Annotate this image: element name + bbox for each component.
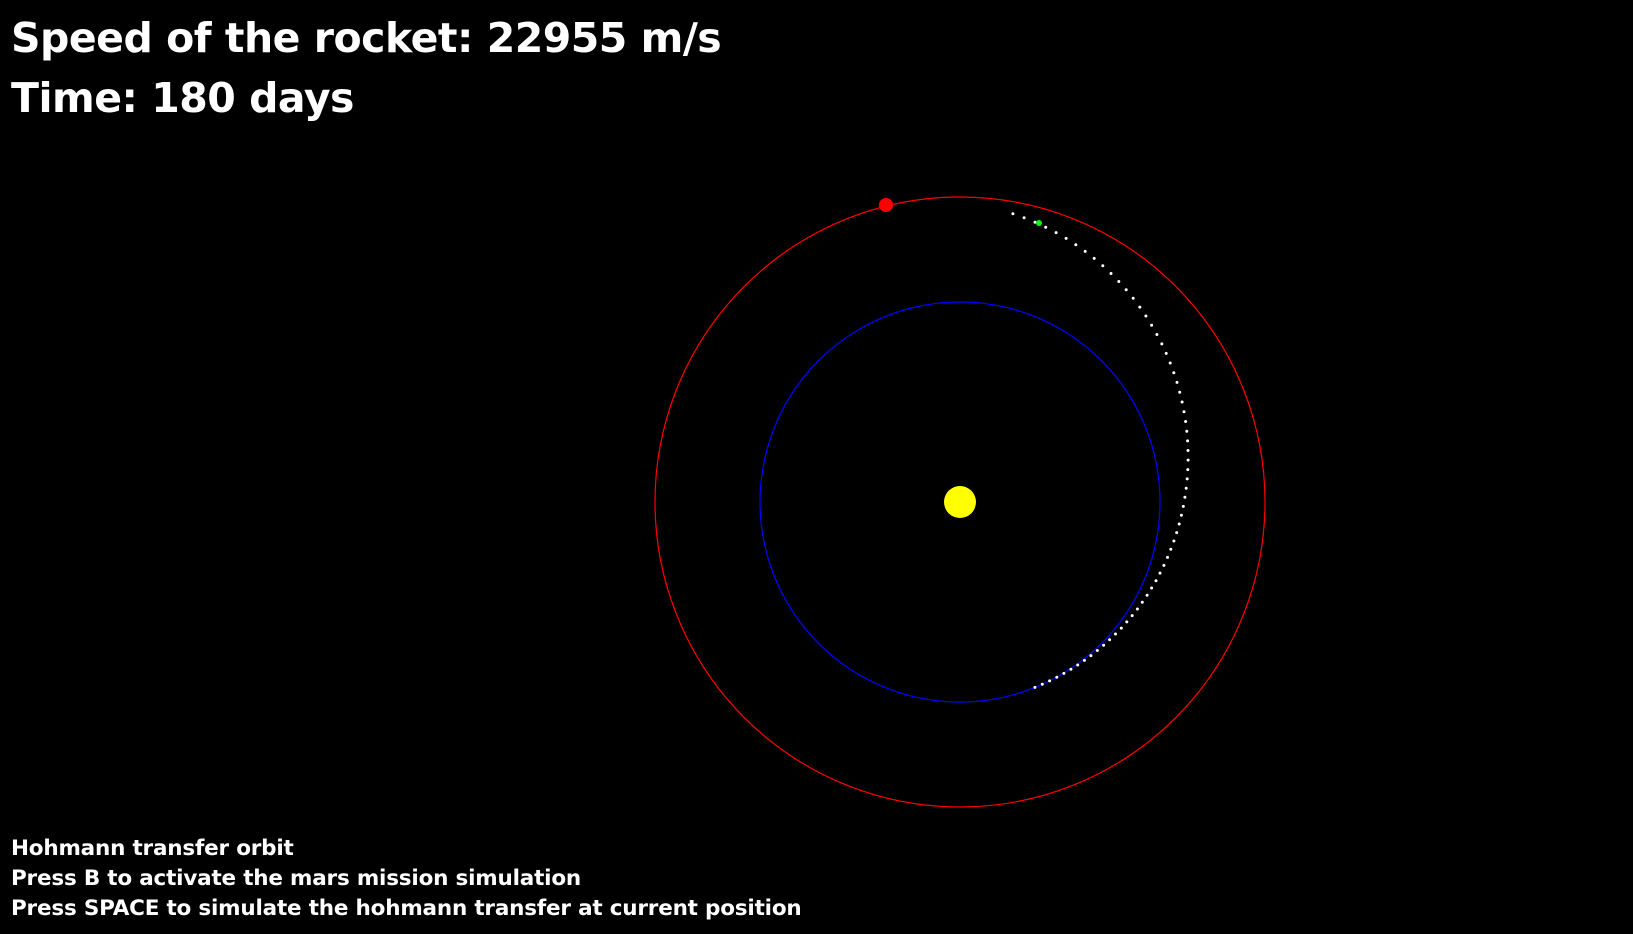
trail-dot — [1154, 579, 1158, 583]
trail-dot — [1138, 305, 1142, 309]
trail-dot — [1108, 638, 1112, 642]
trail-dot — [1175, 531, 1179, 535]
trail-dot — [1184, 420, 1188, 423]
trail-dot — [1172, 371, 1176, 375]
trail-dot — [1048, 679, 1052, 683]
trail-dot — [1172, 539, 1176, 543]
trail-dot — [1155, 333, 1159, 336]
trail-dot — [1164, 351, 1168, 355]
trail-dot — [1175, 380, 1179, 384]
instruction-title: Hohmann transfer orbit — [11, 836, 294, 861]
trail-dot — [1055, 675, 1059, 679]
trail-dot — [1089, 654, 1093, 658]
trail-dot — [1054, 231, 1058, 235]
trail-dot — [1145, 593, 1149, 597]
trail-dot — [1033, 685, 1037, 689]
trail-dot — [1150, 586, 1154, 590]
trail-dot — [1125, 620, 1129, 624]
trail-dot — [1044, 225, 1048, 229]
trail-dot — [1185, 429, 1189, 433]
instructions-panel: Hohmann transfer orbit Press B to activa… — [11, 834, 802, 924]
trail-dot — [1101, 264, 1105, 268]
trail-dot — [1186, 468, 1190, 472]
mars-planet — [879, 198, 893, 212]
trail-dot — [1130, 614, 1134, 618]
trail-dot — [1124, 288, 1128, 292]
trail-dot — [1131, 296, 1135, 300]
trail-dot — [1114, 632, 1117, 636]
sun — [944, 486, 976, 518]
trail-dot — [1168, 361, 1172, 365]
instruction-key-b: Press B to activate the mars mission sim… — [11, 866, 582, 891]
trail-dot — [1158, 571, 1162, 575]
trail-dot — [1062, 671, 1066, 675]
trail-dot — [1183, 495, 1187, 499]
trail-dot — [1184, 486, 1188, 490]
rocket-speed-readout: Speed of the rocket: 22955 m/s — [11, 14, 722, 62]
elapsed-time-readout: Time: 180 days — [11, 74, 354, 122]
trail-dot — [1117, 280, 1121, 283]
trail-dot — [1033, 220, 1037, 224]
trail-dot — [1160, 342, 1164, 346]
trail-dot — [1180, 400, 1184, 404]
trail-dot — [1162, 563, 1166, 567]
trail-dot — [1022, 216, 1026, 220]
trail-dot — [1064, 236, 1068, 240]
trail-dot — [1083, 249, 1087, 253]
trail-dot — [1040, 682, 1044, 686]
trail-dot — [1169, 547, 1173, 551]
trail-dot — [1177, 522, 1181, 526]
trail-dot — [1179, 513, 1183, 517]
trail-dot — [1182, 410, 1186, 414]
trail-dot — [1109, 272, 1113, 275]
earth-orbit — [759, 301, 1161, 703]
trail-dot — [1135, 607, 1139, 611]
trail-dot — [1178, 390, 1182, 394]
trail-dot — [1011, 212, 1015, 216]
rocket — [1036, 220, 1042, 226]
trail-dot — [1119, 626, 1123, 630]
trail-dot — [1092, 256, 1096, 260]
trail-dot — [1082, 658, 1086, 662]
trail-dot — [1140, 600, 1144, 604]
trail-dot — [1074, 243, 1078, 247]
trail-dot — [1186, 449, 1190, 452]
trail-dot — [1095, 649, 1099, 652]
trail-dot — [1166, 555, 1169, 559]
trail-dot — [1076, 663, 1080, 667]
instruction-key-space: Press SPACE to simulate the hohmann tran… — [11, 896, 802, 921]
trail-dot — [1186, 439, 1190, 443]
trail-dot — [1144, 314, 1148, 318]
trail-dot — [1102, 643, 1106, 647]
trail-dot — [1069, 667, 1073, 671]
trail-dot — [1185, 477, 1189, 481]
trail-dot — [1150, 323, 1154, 327]
mars-orbit — [654, 196, 1266, 808]
hud: Speed of the rocket: 22955 m/s Time: 180… — [11, 8, 722, 128]
trail-dot — [1186, 458, 1190, 462]
transfer-trail — [1011, 212, 1190, 689]
trail-dot — [1181, 504, 1185, 508]
